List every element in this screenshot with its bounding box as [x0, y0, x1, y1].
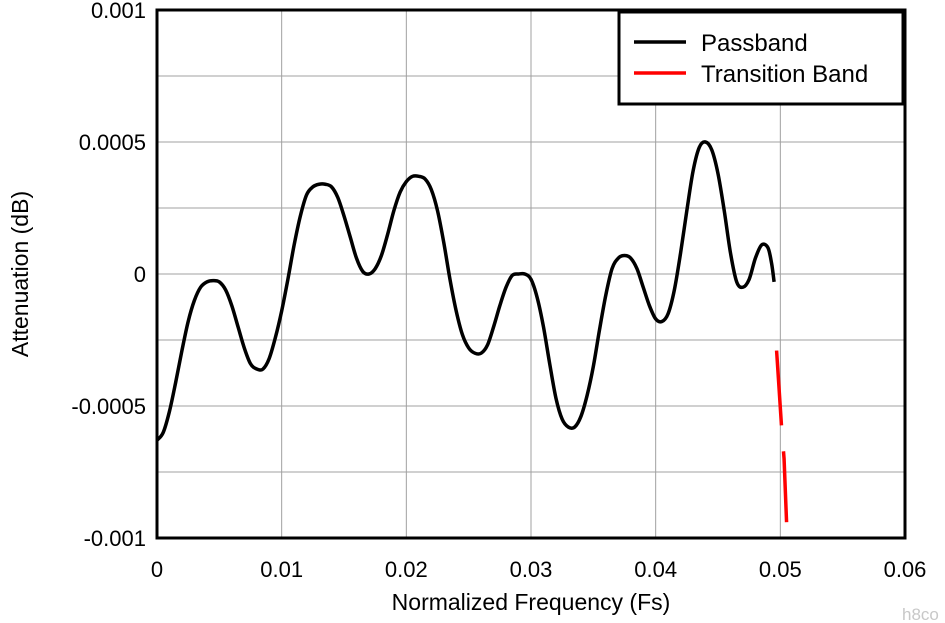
legend-box: [617, 10, 905, 106]
x-tick-label: 0.01: [260, 557, 303, 582]
x-tick-label: 0: [151, 557, 163, 582]
series-line-passband: [155, 140, 776, 442]
y-tick-label: -0.0005: [71, 394, 146, 419]
y-tick-labels: -0.001 -0.0005 0 0.0005 0.001: [71, 0, 146, 551]
series-line-transition-band: [774, 350, 789, 523]
x-tick-label: 0.05: [759, 557, 802, 582]
y-axis-label: Attenuation (dB): [7, 191, 33, 357]
x-tick-label: 0.04: [634, 557, 677, 582]
y-tick-label: -0.001: [84, 526, 146, 551]
x-tick-label: 0.02: [385, 557, 428, 582]
y-tick-label: 0.001: [91, 0, 146, 23]
x-tick-label: 0.03: [510, 557, 553, 582]
plot-frame: [155, 8, 907, 540]
legend-label-transition-band: Transition Band: [701, 61, 868, 88]
watermark: h8co: [902, 605, 939, 623]
legend: Passband Transition Band: [617, 10, 905, 106]
x-tick-labels: 0 0.01 0.02 0.03 0.04 0.05 0.06: [151, 557, 927, 582]
y-tick-label: 0.0005: [79, 130, 146, 155]
legend-label-passband: Passband: [701, 30, 808, 57]
x-tick-label: 0.06: [884, 557, 927, 582]
y-tick-label: 0: [134, 262, 146, 287]
x-axis-label: Normalized Frequency (Fs): [392, 589, 671, 615]
series-layer: [155, 140, 789, 523]
